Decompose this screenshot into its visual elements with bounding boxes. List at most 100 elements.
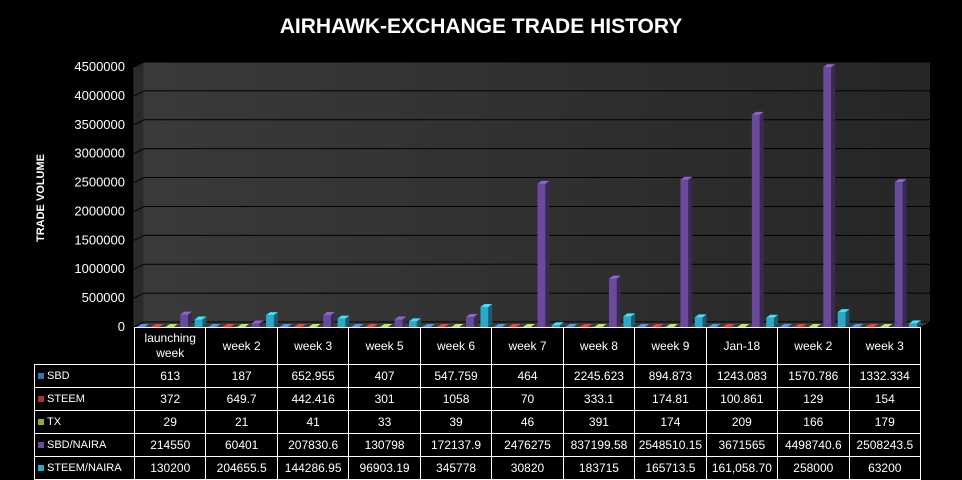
bar-side xyxy=(716,323,721,327)
bar xyxy=(494,323,507,327)
bar xyxy=(523,323,535,327)
bar-front xyxy=(323,314,331,327)
bar xyxy=(308,323,321,327)
data-label: 100.861 xyxy=(705,387,779,411)
category-label: week 5 xyxy=(348,327,421,365)
bar xyxy=(351,323,364,327)
bar-side xyxy=(345,315,350,327)
bar-top xyxy=(666,323,678,327)
bar-side xyxy=(502,323,507,327)
y-tick-label: 500000 xyxy=(82,290,125,305)
bar xyxy=(708,323,721,327)
bar xyxy=(266,312,278,327)
data-label: 407 xyxy=(348,364,421,388)
data-label: 214550 xyxy=(133,433,207,457)
bar-front xyxy=(823,67,832,328)
bar-top xyxy=(279,323,292,327)
bar-side xyxy=(759,111,764,327)
bar-side xyxy=(902,179,907,327)
bar-top xyxy=(494,323,507,327)
bar-side xyxy=(273,312,278,327)
bar-side xyxy=(545,180,550,327)
table-corner xyxy=(34,327,135,365)
bar-front xyxy=(480,307,489,327)
data-label: 70 xyxy=(491,387,564,411)
bar-top xyxy=(151,323,164,327)
data-label: 174 xyxy=(634,410,707,434)
gridline xyxy=(133,234,930,241)
bar-side xyxy=(259,320,264,327)
bar-top xyxy=(251,320,264,324)
legend-swatch xyxy=(38,418,44,425)
bar-front xyxy=(894,182,903,327)
bar-front xyxy=(623,316,632,327)
bar-front xyxy=(194,319,203,327)
data-label: 39 xyxy=(419,410,493,434)
bar-front xyxy=(466,317,474,327)
data-label: 130200 xyxy=(133,456,207,480)
data-label: 1332.334 xyxy=(848,364,921,388)
bar-top xyxy=(451,323,464,327)
data-label: 547.759 xyxy=(419,364,493,388)
bar xyxy=(380,323,392,327)
data-label: 1570.786 xyxy=(777,364,850,388)
data-label: 207830.6 xyxy=(276,433,350,457)
bar-side xyxy=(430,323,435,327)
gridlines xyxy=(133,61,930,328)
bar-top xyxy=(365,323,378,327)
bar-top xyxy=(266,312,278,316)
bar xyxy=(194,316,207,327)
bar xyxy=(565,323,578,327)
bar-top xyxy=(851,323,864,327)
bar-side xyxy=(459,323,464,327)
bar-top xyxy=(694,314,707,318)
bar-side xyxy=(245,323,250,327)
y-tick-label: 1000000 xyxy=(74,261,125,276)
bar xyxy=(537,180,550,327)
bar-top xyxy=(565,323,578,327)
data-label: 894.873 xyxy=(634,364,707,388)
bar-side xyxy=(302,323,307,327)
bar xyxy=(394,316,407,327)
series-name: SBD xyxy=(47,369,70,382)
series-name: STEEM xyxy=(47,392,85,405)
bar xyxy=(880,323,893,327)
bar-side xyxy=(631,313,636,327)
bar-side xyxy=(745,323,750,327)
bar xyxy=(723,323,735,327)
bar-top xyxy=(651,323,664,327)
table-row: TX 29 21 41 33 39 46 391 174 209 166 179 xyxy=(34,410,921,434)
bar-top xyxy=(909,320,921,324)
data-label: 204655.5 xyxy=(205,456,278,480)
bar-front xyxy=(537,183,546,327)
bar-side xyxy=(188,311,193,327)
bar-side xyxy=(445,323,450,327)
data-label: 258000 xyxy=(777,456,850,480)
legend-entry: TX xyxy=(34,410,135,434)
data-label: 1058 xyxy=(419,387,493,411)
data-label: 33 xyxy=(348,410,421,434)
plot-area xyxy=(133,61,930,328)
bar-top xyxy=(880,323,893,327)
bar-top xyxy=(680,176,693,180)
bar-top xyxy=(808,323,821,327)
bar-top xyxy=(708,323,721,327)
bar xyxy=(666,323,678,327)
bar xyxy=(909,320,921,327)
data-label: 837199.58 xyxy=(562,433,636,457)
bar-top xyxy=(723,323,735,327)
bar xyxy=(408,318,421,327)
gridline xyxy=(133,263,930,270)
bar-front xyxy=(909,323,917,327)
legend-entry: STEEM xyxy=(34,387,135,411)
gridline xyxy=(133,90,930,97)
bar xyxy=(594,323,607,327)
bar-top xyxy=(523,323,535,327)
bar-top xyxy=(608,275,621,279)
bar-side xyxy=(144,323,149,327)
data-label: 3671565 xyxy=(705,433,779,457)
bar xyxy=(422,323,435,327)
data-label: 30820 xyxy=(491,456,564,480)
data-label: 4498740.6 xyxy=(777,433,850,457)
